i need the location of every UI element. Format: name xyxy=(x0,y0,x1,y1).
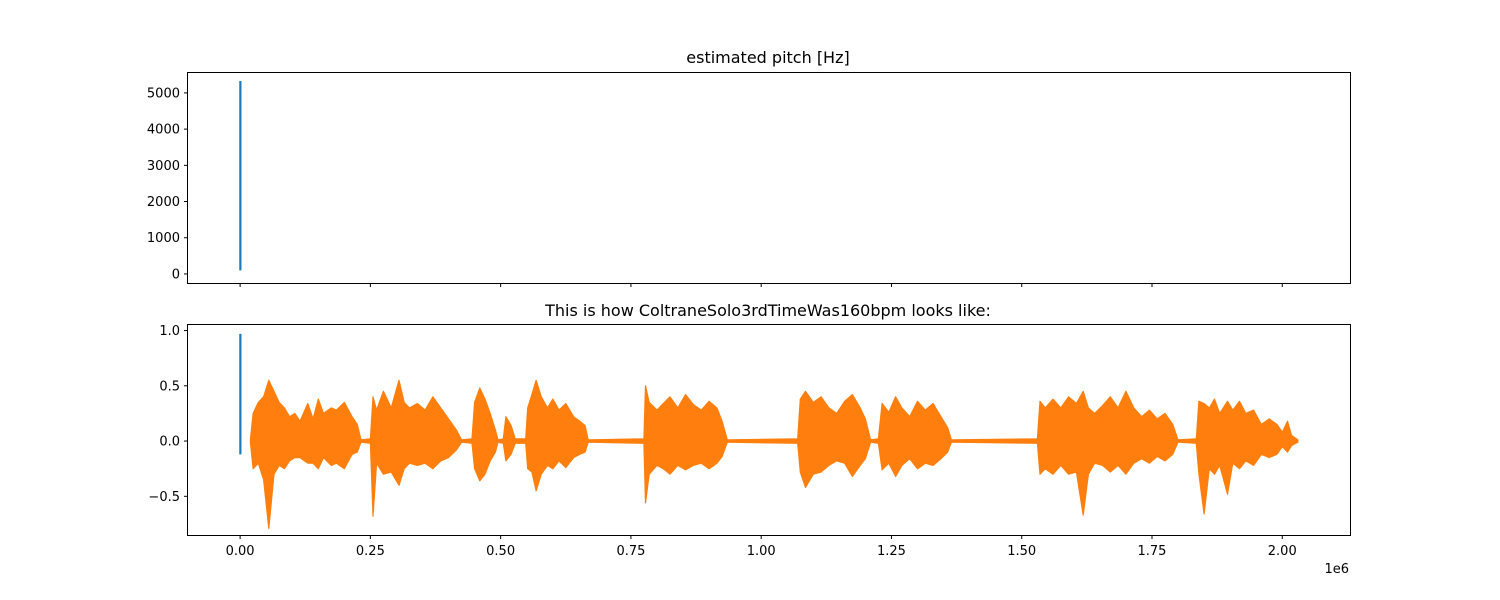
waveform-axes: This is how ColtraneSolo3rdTimeWas160bpm… xyxy=(148,301,1351,577)
waveform-axes-frame xyxy=(187,324,1351,536)
waveform-y-tick-label: 0.5 xyxy=(159,379,180,394)
pitch-y-axis: 0 1000 2000 3000 4000 5000 xyxy=(147,86,188,282)
waveform-x-tick-label: 0.50 xyxy=(486,544,515,559)
pitch-y-tick-label: 5000 xyxy=(147,86,180,101)
waveform-x-tick-label: 1.75 xyxy=(1138,544,1167,559)
waveform-y-tick-label: −0.5 xyxy=(148,490,180,505)
waveform-x-tick-label: 0.25 xyxy=(356,544,385,559)
waveform-plot-area xyxy=(239,333,1299,529)
pitch-y-tick-label: 3000 xyxy=(147,159,180,174)
pitch-axes-frame xyxy=(187,72,1351,284)
pitch-y-tick-label: 0 xyxy=(172,267,180,282)
waveform-x-tick-label: 1.50 xyxy=(1007,544,1036,559)
pitch-y-tick-label: 4000 xyxy=(147,123,180,138)
waveform-x-tick-label: 1.25 xyxy=(877,544,906,559)
waveform-y-axis: −0.5 0.0 0.5 1.0 xyxy=(148,324,188,505)
waveform-y-tick-label: 0.0 xyxy=(159,435,180,450)
waveform-series-1-line xyxy=(249,381,1297,499)
pitch-chart-title: estimated pitch [Hz] xyxy=(686,48,849,67)
waveform-chart-title: This is how ColtraneSolo3rdTimeWas160bpm… xyxy=(544,301,991,320)
waveform-x-tick-label: 0.75 xyxy=(616,544,645,559)
waveform-x-tick-label: 1.00 xyxy=(747,544,776,559)
waveform-y-tick-label: 1.0 xyxy=(159,324,180,339)
x-offset-label: 1e6 xyxy=(1324,562,1349,577)
pitch-axes: estimated pitch [Hz] 0 1000 2000 3000 4000 50… xyxy=(147,48,1351,287)
waveform-x-axis: 0.00 0.25 0.50 0.75 1.00 1.25 1.50 1.75 2.00 xyxy=(226,535,1297,559)
pitch-y-tick-label: 2000 xyxy=(147,195,180,210)
pitch-y-tick-label: 1000 xyxy=(147,231,180,246)
waveform-x-tick-label: 0.00 xyxy=(226,544,255,559)
waveform-x-tick-label: 2.00 xyxy=(1268,544,1297,559)
